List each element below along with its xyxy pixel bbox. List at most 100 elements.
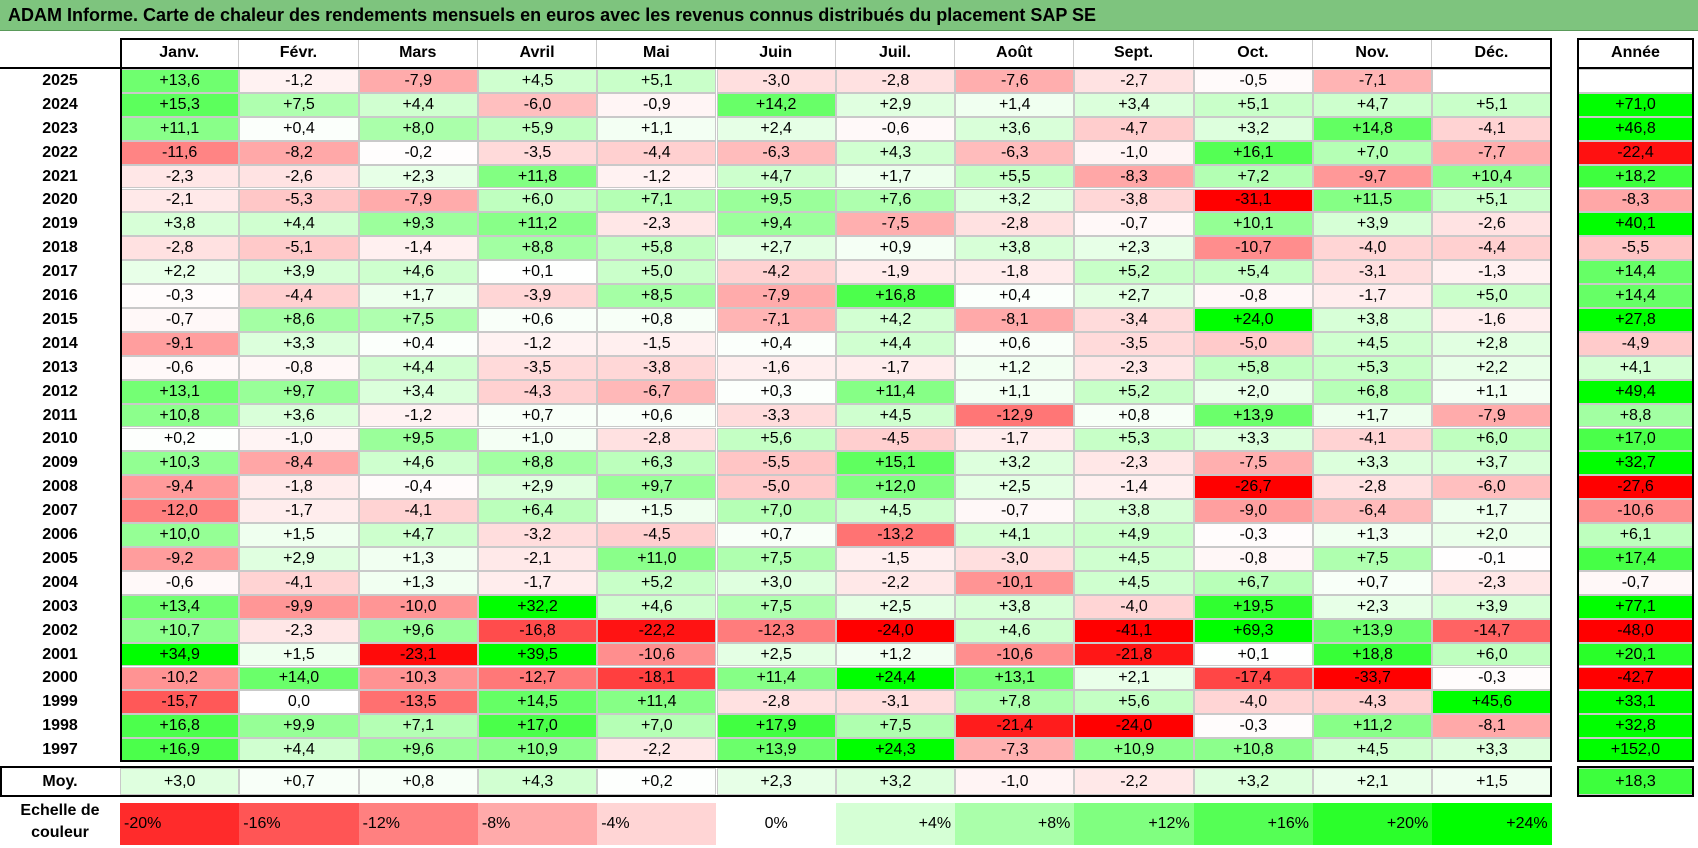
- heatmap-cell: -23,1: [358, 642, 478, 667]
- heatmap-cell: -15,7: [120, 690, 240, 715]
- annual-cell: +18,2: [1577, 164, 1694, 189]
- heatmap-cell: +7,5: [239, 92, 359, 117]
- heatmap-cell: +3,6: [239, 403, 359, 428]
- heatmap-cell: -8,1: [955, 308, 1075, 332]
- annual-cell: +49,4: [1577, 379, 1694, 404]
- heatmap-cell: +5,4: [1193, 260, 1313, 285]
- annual-cell: -42,7: [1577, 666, 1694, 691]
- year-label: 2019: [42, 215, 78, 233]
- heatmap-cell: -4,5: [835, 427, 956, 452]
- heatmap-cell: -0,4: [358, 475, 478, 500]
- heatmap-cell: +16,1: [1193, 140, 1313, 165]
- year-label: 2002: [42, 621, 78, 639]
- year-label: 2015: [42, 310, 78, 328]
- heatmap-cell: -0,3: [1432, 666, 1552, 691]
- heatmap-cell: -1,6: [1432, 308, 1552, 332]
- heatmap-cell: +16,8: [835, 284, 956, 308]
- heatmap-cell: +5,0: [597, 260, 717, 285]
- heatmap-cell: -7,9: [1432, 403, 1552, 428]
- month-header: Nov.: [1313, 38, 1433, 68]
- heatmap-cell: -6,7: [597, 379, 717, 404]
- year-label: 2003: [42, 597, 78, 615]
- heatmap-cell: +2,5: [716, 642, 836, 667]
- heatmap-cell: +6,4: [477, 499, 598, 524]
- heatmap-cell: -2,8: [835, 69, 956, 93]
- heatmap-cell: -4,4: [597, 140, 717, 165]
- heatmap-cell: +9,6: [358, 618, 478, 643]
- month-header: Avril: [478, 38, 598, 68]
- heatmap-cell: +1,7: [1432, 499, 1552, 524]
- heatmap-cell: +1,1: [1432, 379, 1552, 404]
- heatmap-cell: +5,5: [955, 164, 1075, 189]
- heatmap-cell: +11,1: [120, 116, 240, 141]
- heatmap-cell: +3,3: [1313, 451, 1433, 476]
- heatmap-cell: +3,2: [955, 188, 1075, 213]
- heatmap-cell: -5,3: [239, 188, 359, 213]
- heatmap-cell: +4,4: [239, 212, 359, 237]
- heatmap-cell: -8,2: [239, 140, 359, 165]
- heatmap-cell: +5,6: [716, 427, 836, 452]
- heatmap-cell: +14,0: [239, 666, 359, 691]
- heatmap-cell: +10,3: [120, 451, 240, 476]
- heatmap-cell: +0,6: [477, 308, 598, 332]
- heatmap-cell: -3,8: [1074, 188, 1194, 213]
- heatmap-cell: -2,3: [1074, 451, 1194, 476]
- heatmap-cell: +7,5: [358, 308, 478, 332]
- heatmap-cell: +45,6: [1432, 690, 1552, 715]
- heatmap-cell: +1,5: [239, 523, 359, 547]
- heatmap-cell: +1,3: [1313, 523, 1433, 547]
- heatmap-cell: +11,5: [1313, 188, 1433, 213]
- average-cell: +0,2: [597, 768, 717, 796]
- heatmap-cell: +4,5: [835, 499, 956, 524]
- scale-swatch: -8%: [477, 803, 598, 845]
- annual-cell: +8,8: [1577, 403, 1694, 428]
- annual-cell: +17,0: [1577, 427, 1694, 452]
- heatmap-cell: +1,1: [955, 379, 1075, 404]
- heatmap-cell: -1,9: [835, 260, 956, 285]
- heatmap-cell: -9,0: [1193, 499, 1313, 524]
- heatmap-cell: +8,6: [239, 308, 359, 332]
- heatmap-cell: +7,8: [955, 690, 1075, 715]
- heatmap-cell: +7,5: [716, 594, 836, 619]
- heatmap-cell: -2,1: [120, 188, 240, 213]
- heatmap-cell: -1,5: [597, 331, 717, 356]
- year-label: 2004: [42, 573, 78, 591]
- annual-header: Année: [1611, 44, 1660, 61]
- heatmap-cell: +3,8: [1313, 308, 1433, 332]
- scale-swatch: +4%: [835, 803, 956, 845]
- month-header: Janv.: [120, 38, 240, 68]
- heatmap-cell: -9,2: [120, 547, 240, 571]
- heatmap-cell: -24,0: [835, 618, 956, 643]
- average-cell: -2,2: [1074, 768, 1194, 796]
- heatmap-cell: -2,8: [597, 427, 717, 452]
- heatmap-cell: +4,5: [1074, 570, 1194, 595]
- heatmap-cell: +39,5: [477, 642, 598, 667]
- scale-swatch: +12%: [1074, 803, 1194, 845]
- heatmap-cell: -22,2: [597, 618, 717, 643]
- year-label: 2017: [42, 263, 78, 281]
- heatmap-cell: -4,0: [1193, 690, 1313, 715]
- month-header: Mars: [359, 38, 478, 68]
- heatmap-cell: +4,3: [835, 140, 956, 165]
- heatmap-cell: -0,8: [1193, 284, 1313, 308]
- heatmap-cell: +24,4: [835, 666, 956, 691]
- heatmap-cell: +3,4: [1074, 92, 1194, 117]
- year-label: 2016: [42, 287, 78, 305]
- heatmap-cell: +1,2: [955, 355, 1075, 380]
- heatmap-cell: +1,4: [955, 92, 1075, 117]
- heatmap-cell: +0,1: [1193, 642, 1313, 667]
- heatmap-cell: +19,5: [1193, 594, 1313, 619]
- heatmap-cell: +7,2: [1193, 164, 1313, 189]
- heatmap-cell: +2,7: [1074, 284, 1194, 308]
- heatmap-cell: -2,8: [955, 212, 1075, 237]
- heatmap-cell: +5,3: [1313, 355, 1433, 380]
- scale-swatch: -20%: [120, 803, 240, 845]
- heatmap-cell: +18,8: [1313, 642, 1433, 667]
- heatmap-cell: +5,8: [597, 236, 717, 261]
- heatmap-cell: +69,3: [1193, 618, 1313, 643]
- heatmap-cell: +0,7: [716, 523, 836, 547]
- average-cell: +0,8: [358, 768, 478, 796]
- annual-cell: +20,1: [1577, 642, 1694, 667]
- heatmap-cell: -3,2: [477, 523, 598, 547]
- average-cell: +1,5: [1432, 768, 1552, 796]
